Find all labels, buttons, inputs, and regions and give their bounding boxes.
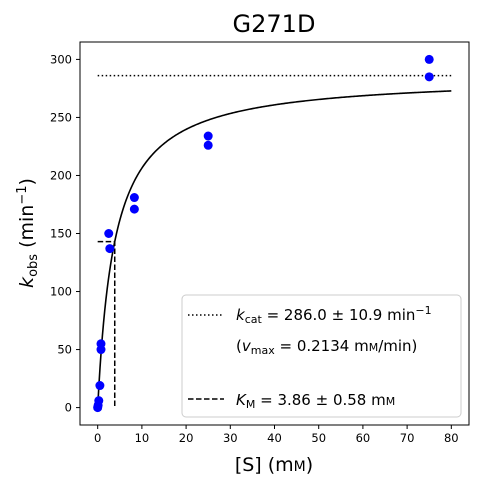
x-tick-label: 60 xyxy=(356,431,371,445)
data-point xyxy=(105,244,115,254)
legend-kcat-label: kcat = 286.0 ± 10.9 min−1 xyxy=(236,304,432,326)
y-tick-label: 0 xyxy=(65,401,72,415)
chart-title: G271D xyxy=(233,10,316,38)
data-point xyxy=(203,140,213,150)
x-tick-label: 80 xyxy=(444,431,459,445)
y-axis-label: kobs (min−1) xyxy=(15,178,41,288)
data-point xyxy=(129,193,139,203)
data-point xyxy=(129,204,139,214)
data-point xyxy=(96,339,106,349)
x-tick-label: 0 xyxy=(94,431,101,445)
km-line xyxy=(97,240,116,408)
x-tick-label: 70 xyxy=(400,431,415,445)
x-tick-label: 50 xyxy=(311,431,326,445)
y-tick-label: 50 xyxy=(57,343,72,357)
data-point xyxy=(94,396,104,406)
data-point xyxy=(95,381,105,391)
legend-km-label: KM = 3.86 ± 0.58 mM xyxy=(236,391,395,411)
y-tick-label: 100 xyxy=(50,285,72,299)
x-tick-label: 10 xyxy=(135,431,150,445)
y-tick-label: 250 xyxy=(50,110,72,124)
legend: kcat = 286.0 ± 10.9 min−1 (vmax = 0.2134… xyxy=(181,294,462,418)
data-point xyxy=(104,229,114,238)
x-tick-label: 20 xyxy=(179,431,194,445)
y-tick-label: 200 xyxy=(50,168,72,182)
data-point xyxy=(424,72,434,82)
data-point xyxy=(203,131,213,141)
x-tick-label: 40 xyxy=(267,431,282,445)
x-axis-ticks: 0 10 20 30 40 50 60 70 80 xyxy=(94,425,459,445)
data-point xyxy=(424,54,434,64)
y-tick-label: 300 xyxy=(50,52,72,66)
michaelis-menten-fit-curve xyxy=(96,90,452,408)
y-axis-ticks: 0 50 100 150 200 250 300 xyxy=(50,52,80,415)
x-tick-label: 30 xyxy=(223,431,238,445)
legend-box xyxy=(181,294,462,418)
legend-vmax-label: (vmax = 0.2134 mM/min) xyxy=(236,337,417,357)
fit-lines xyxy=(96,74,452,408)
y-tick-label: 150 xyxy=(50,227,72,241)
x-axis-label: [S] (mM) xyxy=(235,454,313,476)
data-points xyxy=(93,54,434,413)
